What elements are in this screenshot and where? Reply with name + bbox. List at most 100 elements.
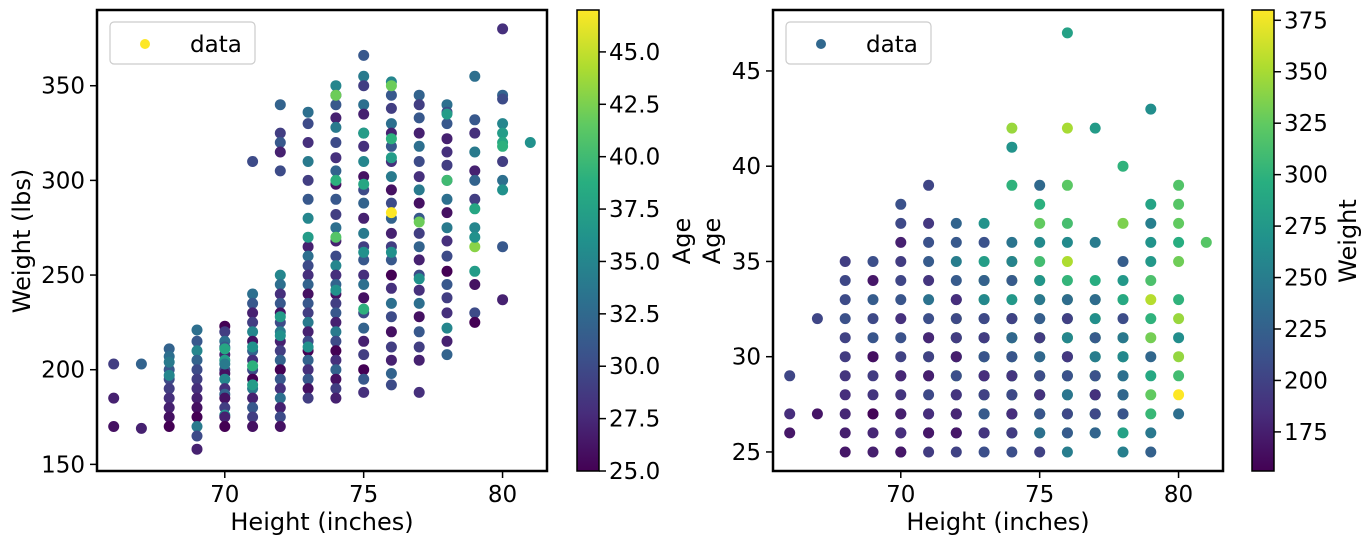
scatter-point xyxy=(469,114,481,126)
scatter-point xyxy=(302,326,314,338)
scatter-point xyxy=(330,335,342,347)
scatter-point xyxy=(1061,313,1073,325)
scatter-point xyxy=(1006,141,1018,153)
scatter-point xyxy=(978,275,990,286)
scatter-point xyxy=(950,236,962,248)
scatter-point xyxy=(1034,275,1046,286)
scatter-point xyxy=(867,256,879,267)
scatter-point xyxy=(1061,389,1073,401)
plot-frame xyxy=(95,8,549,473)
scatter-point xyxy=(191,324,203,336)
scatter-point xyxy=(1034,217,1046,229)
scatter-point xyxy=(163,411,175,423)
scatter-point xyxy=(413,354,425,366)
scatter-point xyxy=(330,250,342,262)
scatter-point xyxy=(385,133,397,145)
scatter-point xyxy=(330,89,342,101)
colorbar-tick-label: 35.0 xyxy=(609,249,660,275)
scatter-point xyxy=(950,256,962,267)
scatter-point xyxy=(247,307,259,319)
scatter-point xyxy=(1034,313,1046,325)
scatter-point xyxy=(441,265,453,277)
scatter-point xyxy=(923,179,935,191)
scatter-point xyxy=(895,275,907,286)
scatter-point xyxy=(1173,389,1185,401)
scatter-point xyxy=(1117,275,1129,286)
scatter-point xyxy=(1145,217,1157,229)
scatter-point xyxy=(441,307,453,319)
scatter-point xyxy=(330,373,342,385)
scatter-point xyxy=(191,335,203,347)
scatter-point xyxy=(385,311,397,323)
colorbar-label: Age xyxy=(668,218,696,264)
scatter-point xyxy=(1145,313,1157,325)
scatter-point xyxy=(469,203,481,215)
scatter-point xyxy=(978,427,990,439)
scatter-point xyxy=(1061,236,1073,248)
scatter-point xyxy=(191,364,203,376)
scatter-point xyxy=(441,118,453,130)
scatter-point xyxy=(1061,179,1073,191)
scatter-point xyxy=(274,279,286,290)
scatter-point xyxy=(302,392,314,404)
scatter-point xyxy=(385,246,397,258)
scatter-point xyxy=(950,351,962,363)
scatter-point xyxy=(469,231,481,243)
scatter-point xyxy=(219,411,231,423)
scatter-point xyxy=(274,402,286,414)
scatter-point xyxy=(469,222,481,234)
scatter-point xyxy=(358,269,370,281)
scatter-point xyxy=(330,345,342,357)
scatter-point xyxy=(1117,256,1129,267)
scatter-point xyxy=(1117,313,1129,325)
scatter-point xyxy=(358,99,370,111)
scatter-point xyxy=(1173,408,1185,420)
scatter-point xyxy=(441,222,453,234)
scatter-point xyxy=(867,427,879,439)
x-tick-label: 75 xyxy=(1025,482,1054,508)
scatter-point xyxy=(1145,370,1157,382)
scatter-point xyxy=(358,227,370,239)
scatter-point xyxy=(302,174,314,186)
scatter-point xyxy=(274,345,286,357)
scatter-point xyxy=(497,156,509,167)
scatter-point xyxy=(1117,446,1129,458)
scatter-point xyxy=(219,326,231,338)
scatter-point xyxy=(923,446,935,458)
scatter-point xyxy=(191,383,203,395)
scatter-point xyxy=(497,23,509,35)
colorbar-tick-label: 225 xyxy=(1284,317,1328,343)
scatter-point xyxy=(978,332,990,344)
colorbar-tick-label: 37.5 xyxy=(609,197,660,223)
scatter-point xyxy=(274,364,286,376)
scatter-point xyxy=(358,156,370,167)
colorbar-tick-label: 30.0 xyxy=(609,354,660,380)
scatter-point xyxy=(1173,179,1185,191)
scatter-point xyxy=(330,193,342,205)
scatter-point xyxy=(867,370,879,382)
scatter-point xyxy=(274,99,286,111)
scatter-point xyxy=(441,159,453,171)
scatter-point xyxy=(135,422,147,434)
scatter-point xyxy=(274,288,286,300)
scatter-point xyxy=(441,292,453,304)
scatter-point xyxy=(330,284,342,296)
legend: data xyxy=(109,21,256,65)
scatter-point xyxy=(330,112,342,124)
scatter-point xyxy=(839,294,851,306)
colorbar-tick-label: 42.5 xyxy=(609,92,660,118)
scatter-point xyxy=(469,265,481,277)
scatter-point xyxy=(302,297,314,309)
scatter-point xyxy=(274,354,286,366)
x-axis-label: Height (inches) xyxy=(906,508,1089,536)
scatter-point xyxy=(330,307,342,319)
scatter-point xyxy=(895,256,907,267)
y-tick-label: 350 xyxy=(41,74,85,100)
scatter-point xyxy=(358,254,370,266)
scatter-point xyxy=(358,140,370,152)
scatter-point xyxy=(923,313,935,325)
legend-label: data xyxy=(866,32,918,58)
scatter-point xyxy=(895,446,907,458)
scatter-point xyxy=(247,379,259,391)
